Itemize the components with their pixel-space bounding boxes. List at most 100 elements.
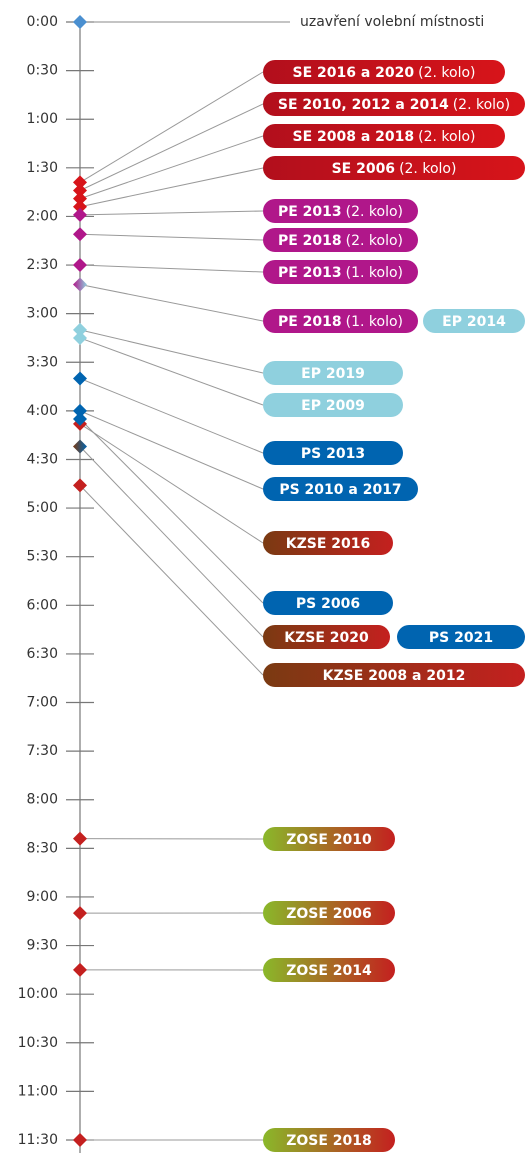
pill-bold: ZOSE 2014 bbox=[286, 963, 372, 979]
connector bbox=[79, 71, 264, 183]
event-marker bbox=[73, 831, 87, 846]
pill-bold: KZSE 2008 a 2012 bbox=[323, 668, 466, 684]
tick-label: 5:00 bbox=[27, 500, 58, 516]
tick-label: 3:30 bbox=[27, 354, 58, 370]
pill bbox=[263, 531, 393, 555]
event-marker bbox=[73, 15, 87, 29]
event-marker bbox=[73, 906, 87, 921]
pill bbox=[263, 901, 395, 925]
event-marker bbox=[73, 207, 87, 222]
pill bbox=[397, 625, 525, 649]
connector bbox=[79, 446, 264, 638]
pill-bold: PS 2006 bbox=[296, 596, 360, 612]
pill-label: ZOSE 2014 bbox=[286, 963, 372, 979]
tick-label: 10:00 bbox=[18, 986, 58, 1002]
event-marker bbox=[73, 1133, 87, 1147]
connector bbox=[79, 103, 264, 191]
tick-label: 10:30 bbox=[18, 1035, 58, 1051]
tick-label: 2:30 bbox=[27, 257, 58, 273]
pill-bold: PS 2010 a 2017 bbox=[279, 482, 401, 498]
pill-bold: PE 2013 bbox=[278, 204, 342, 220]
pill-bold: EP 2009 bbox=[301, 398, 365, 414]
pill-label: EP 2019 bbox=[301, 366, 365, 382]
pill-label: ZOSE 2018 bbox=[286, 1133, 372, 1149]
pill-bold: ZOSE 2018 bbox=[286, 1133, 372, 1149]
connector bbox=[79, 423, 264, 544]
event-marker bbox=[73, 439, 87, 454]
pill-bold: PS 2021 bbox=[429, 630, 493, 646]
connector bbox=[79, 264, 264, 273]
pill bbox=[263, 393, 403, 417]
tick-label: 9:00 bbox=[27, 889, 58, 905]
pill-label: PS 2013 bbox=[301, 446, 365, 462]
pill bbox=[263, 625, 390, 649]
pill-label: SE 2010, 2012 a 2014 (2. kolo) bbox=[278, 97, 510, 113]
pill-bold: KZSE 2020 bbox=[284, 630, 369, 646]
event-marker bbox=[73, 191, 87, 206]
event-marker bbox=[73, 962, 87, 977]
tick-label: 0:00 bbox=[27, 14, 58, 30]
pill-bold: EP 2014 bbox=[442, 314, 506, 330]
tick-label: 3:00 bbox=[27, 306, 58, 322]
pill bbox=[263, 958, 395, 982]
pill bbox=[263, 260, 418, 284]
pill-bold: PE 2018 bbox=[278, 233, 342, 249]
pill-label: ZOSE 2006 bbox=[286, 906, 372, 922]
pill bbox=[263, 1128, 395, 1152]
pill-label: SE 2008 a 2018 (2. kolo) bbox=[292, 129, 475, 145]
pill bbox=[263, 199, 418, 223]
event-marker bbox=[73, 411, 87, 426]
pill-label: PE 2013 (1. kolo) bbox=[278, 265, 403, 281]
markers bbox=[73, 175, 87, 1147]
event-marker bbox=[73, 199, 87, 214]
tick-label: 11:30 bbox=[18, 1132, 58, 1148]
pill-label: PS 2021 bbox=[429, 630, 493, 646]
connector bbox=[79, 418, 264, 604]
event-marker bbox=[73, 175, 87, 190]
connector bbox=[79, 485, 264, 676]
pill-label: EP 2014 bbox=[442, 314, 506, 330]
tick-label: 0:30 bbox=[27, 63, 58, 79]
pill bbox=[263, 441, 403, 465]
pill-rest: (2. kolo) bbox=[399, 161, 456, 177]
connector bbox=[79, 378, 264, 454]
tick-label: 8:30 bbox=[27, 840, 58, 856]
pill-bold: SE 2006 bbox=[332, 161, 396, 177]
event-marker bbox=[73, 322, 87, 337]
connector bbox=[79, 337, 264, 406]
pill-bold: SE 2008 a 2018 bbox=[292, 129, 414, 145]
pill bbox=[263, 124, 505, 148]
pill-rest: (2. kolo) bbox=[453, 97, 510, 113]
pill bbox=[263, 309, 418, 333]
pill-bold: EP 2019 bbox=[301, 366, 365, 382]
pill-bold: KZSE 2016 bbox=[286, 536, 371, 552]
pill-bold: SE 2016 a 2020 bbox=[292, 65, 414, 81]
connectors bbox=[79, 71, 264, 1141]
tick-label: 1:30 bbox=[27, 160, 58, 176]
pill-bold: ZOSE 2010 bbox=[286, 832, 372, 848]
pill bbox=[263, 827, 395, 851]
connector bbox=[79, 283, 264, 322]
pill-label: KZSE 2008 a 2012 bbox=[323, 668, 466, 684]
pill-label: SE 2006 (2. kolo) bbox=[332, 161, 457, 177]
pill-label: PE 2018 (2. kolo) bbox=[278, 233, 403, 249]
pill bbox=[263, 156, 525, 180]
event-marker bbox=[73, 403, 87, 418]
pill-label: ZOSE 2010 bbox=[286, 832, 372, 848]
pill-label: PE 2018 (1. kolo) bbox=[278, 314, 403, 330]
tick-label: 9:30 bbox=[27, 938, 58, 954]
pill bbox=[423, 309, 525, 333]
pill-rest: (1. kolo) bbox=[346, 314, 403, 330]
pill-rest: (2. kolo) bbox=[418, 65, 475, 81]
pill-label: KZSE 2020 bbox=[284, 630, 369, 646]
pill bbox=[263, 477, 418, 501]
connector bbox=[79, 410, 264, 490]
tick-label: 7:30 bbox=[27, 743, 58, 759]
pill-bold: PE 2013 bbox=[278, 265, 342, 281]
connector bbox=[79, 135, 264, 200]
pill bbox=[263, 92, 525, 116]
tick-label: 8:00 bbox=[27, 792, 58, 808]
start-label: uzavření volební místnosti bbox=[300, 14, 484, 30]
pill-label: PS 2010 a 2017 bbox=[279, 482, 401, 498]
